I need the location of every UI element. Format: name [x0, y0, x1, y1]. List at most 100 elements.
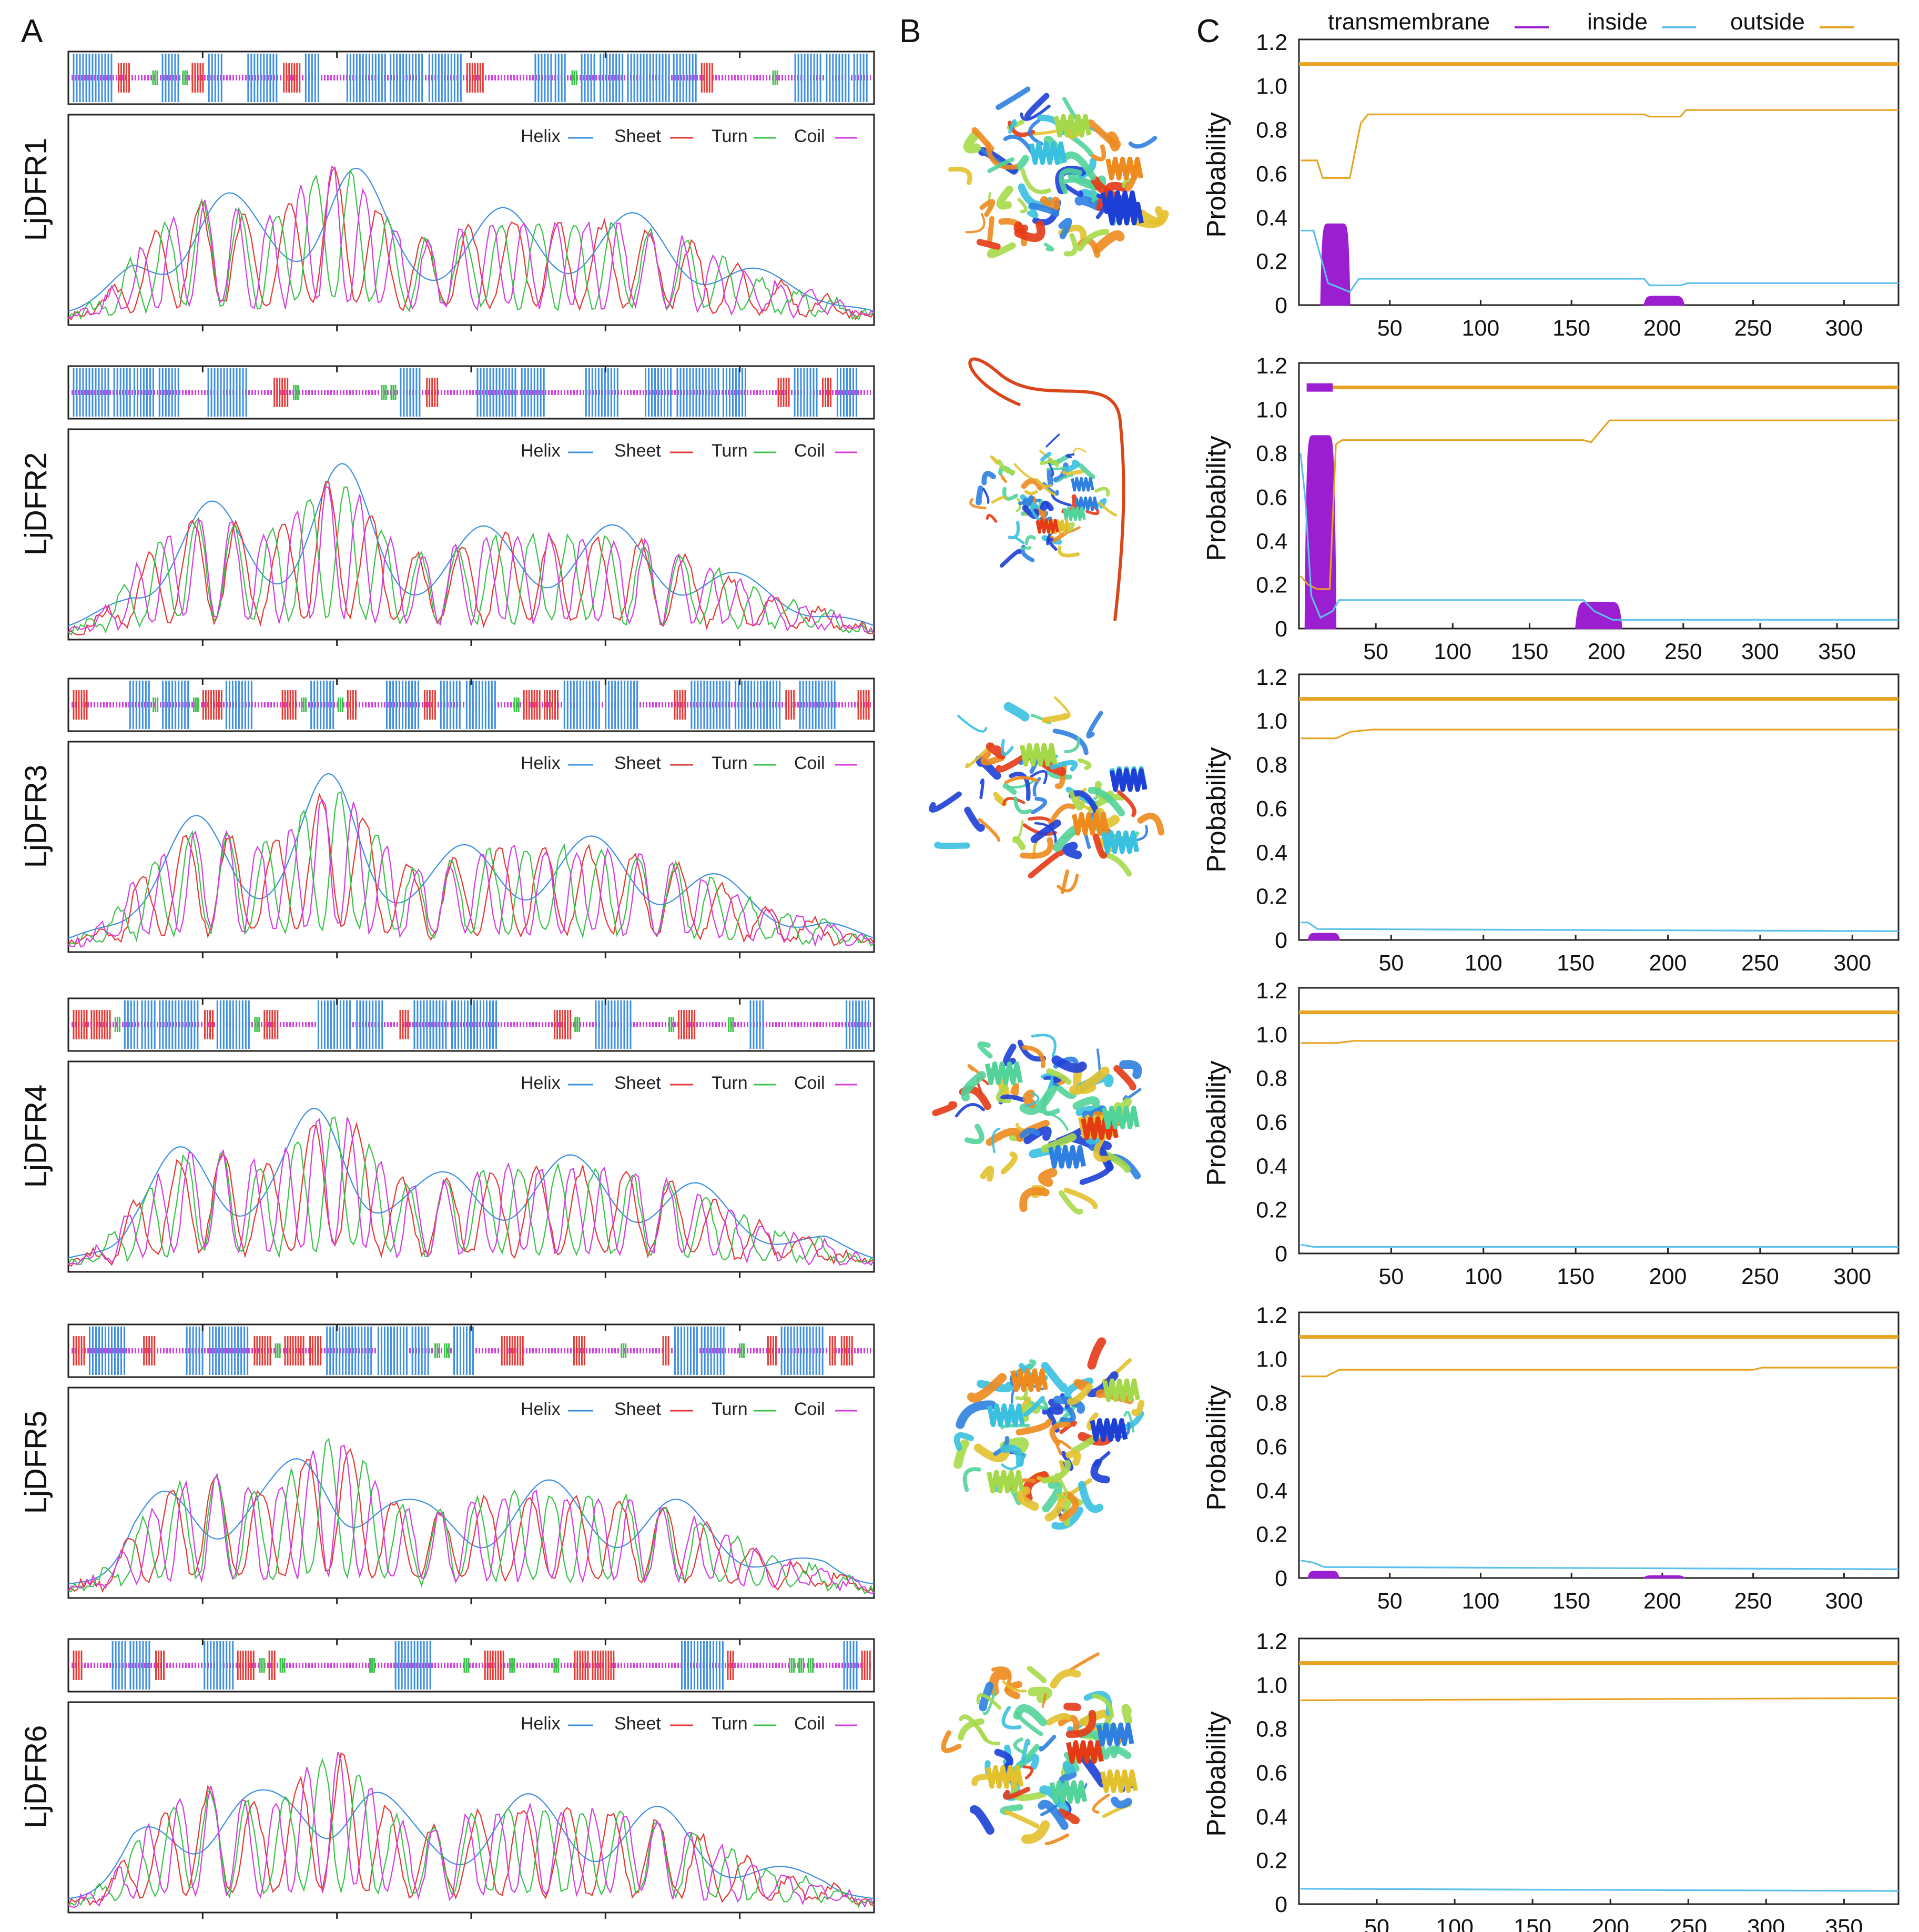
- ribbon-segment: [1087, 1337, 1106, 1370]
- helix-coil: [1010, 1368, 1048, 1392]
- protein-label: LjDFR5: [19, 1411, 53, 1514]
- y-tick-label: 0.8: [1256, 1391, 1287, 1416]
- ss-row: LjDFR6 Helix Sheet Turn Coil: [19, 1638, 875, 1919]
- ribbon-segment: [1057, 474, 1074, 482]
- ss-row: LjDFR4 Helix Sheet Turn Coil: [19, 997, 875, 1278]
- x-tick-label: 50: [1363, 639, 1388, 664]
- helix-coil: [1062, 506, 1086, 521]
- ribbon-segment: [1004, 776, 1039, 784]
- ribbon-segment: [958, 1718, 984, 1741]
- helix-series-line: [68, 167, 875, 312]
- x-tick-label: 300: [1747, 1915, 1785, 1932]
- ribbon-segment: [1078, 463, 1095, 480]
- outside-probability-line: [1301, 109, 1898, 179]
- x-tick-label: 300: [1833, 1264, 1871, 1289]
- x-tick-label: 50: [1378, 1264, 1404, 1289]
- ribbon-segment: [1046, 1068, 1072, 1085]
- y-tick-label: 0.8: [1256, 1717, 1287, 1742]
- ribbon-segment: [965, 213, 986, 234]
- ribbon-segment: [1059, 1771, 1077, 1784]
- y-tick-label: 0.4: [1256, 1154, 1287, 1179]
- protein-label: LjDFR2: [19, 452, 53, 556]
- protein-label: LjDFR4: [19, 1085, 53, 1188]
- x-tick-label: 250: [1741, 950, 1779, 976]
- ribbon-segment: [1048, 462, 1054, 477]
- helix-coil: [1048, 1145, 1087, 1169]
- ribbon-segment: [1059, 1491, 1079, 1522]
- legend-outside: outside: [1730, 9, 1805, 35]
- legend-inside: inside: [1587, 9, 1648, 35]
- ribbon-segment: [1041, 1091, 1060, 1116]
- ribbon-segment: [1090, 1459, 1110, 1484]
- ribbon-segment: [1080, 1754, 1107, 1788]
- ribbon-segment: [1041, 1361, 1068, 1393]
- plot-frame: [1298, 362, 1900, 630]
- ribbon-segment: [980, 750, 1006, 766]
- ribbon-segment: [1022, 495, 1034, 508]
- inside-probability-line: [1301, 229, 1898, 293]
- ribbon-segment: [953, 1439, 970, 1469]
- ribbon-segment: [1092, 1693, 1114, 1718]
- ribbon-segment: [1087, 1412, 1099, 1432]
- ribbon-segment: [987, 242, 1016, 258]
- y-tick-label: 1.0: [1256, 397, 1287, 422]
- protein-3d-model: [941, 1652, 1138, 1846]
- ribbon-segment: [1063, 233, 1078, 257]
- profile-frame: [67, 1701, 875, 1914]
- coil-legend-label: Coil: [794, 1714, 825, 1734]
- sheet-legend-label: Sheet: [614, 1073, 661, 1093]
- y-tick-label: 0.2: [1256, 1198, 1287, 1223]
- y-tick-label: 0.6: [1256, 1434, 1287, 1460]
- ribbon-segment: [1042, 1076, 1062, 1084]
- ribbon-segment: [979, 199, 996, 217]
- ribbon-segment: [989, 1670, 1009, 1696]
- ribbon-segment: [1072, 448, 1087, 456]
- ribbon-segment: [979, 778, 984, 800]
- tm-plot: Probability 1.2 1.0 0.8 0.6 0.4 0.2 0 50 100 150 20…: [1201, 353, 1900, 664]
- tm-plot: Probability 1.2 1.0 0.8 0.6 0.4 0.2 0 50 100 150 20…: [1201, 1303, 1900, 1614]
- transmembrane-region: [1307, 1571, 1340, 1579]
- y-tick-label: 1.0: [1256, 74, 1287, 99]
- y-tick-label: 0.2: [1256, 1848, 1287, 1874]
- ribbon-segment: [977, 1380, 1014, 1392]
- ribbon-segment: [976, 1693, 1002, 1710]
- helix-coil: [1101, 830, 1140, 854]
- ribbon-segment: [1079, 1160, 1113, 1185]
- ribbon-segment: [1052, 729, 1089, 755]
- ribbon-segment: [1021, 1738, 1031, 1763]
- coil-legend-label: Coil: [794, 1399, 825, 1419]
- ribbon-segment: [955, 1103, 985, 1118]
- helix-coil: [1100, 1769, 1138, 1793]
- ribbon-segment: [1074, 196, 1103, 211]
- ribbon-segment: [963, 130, 981, 154]
- x-tick-label: 300: [1825, 316, 1863, 341]
- y-tick-label: 1.2: [1256, 1629, 1287, 1654]
- ribbon-segment: [1028, 1686, 1052, 1703]
- sheet-legend-label: Sheet: [614, 753, 661, 773]
- ribbon-segment: [1031, 796, 1048, 815]
- helix-series-line: [68, 1107, 875, 1259]
- helix-coil: [1071, 477, 1094, 492]
- ribbon-segment: [999, 472, 1007, 483]
- ribbon-segment: [969, 498, 987, 510]
- ribbon-segment: [1136, 206, 1165, 226]
- ribbon-segment: [1078, 1481, 1104, 1513]
- panel-a-secondary-structure: LjDFR1 Helix Sheet Turn Coil LjDFR2 Helix Sheet…: [19, 50, 875, 1919]
- sheet-series-line: [68, 792, 875, 946]
- ribbon-segment: [1021, 478, 1043, 491]
- ribbon-segment: [990, 455, 1000, 465]
- ribbon-segment: [1000, 1151, 1018, 1175]
- ribbon-segment: [948, 166, 972, 185]
- ribbon-segment: [1057, 545, 1080, 558]
- inside-probability-line: [1299, 453, 1898, 621]
- ribbon-segment: [962, 1467, 981, 1492]
- y-axis-label: Probability: [1201, 1711, 1231, 1837]
- panel-label-c: C: [1196, 13, 1220, 49]
- ribbon-segment: [1062, 1761, 1076, 1775]
- coil-legend-label: Coil: [794, 753, 825, 773]
- ribbon-segment: [1045, 1713, 1071, 1726]
- ribbon-segment: [976, 239, 1001, 250]
- ribbon-segment: [1016, 498, 1022, 512]
- turn-legend-label: Turn: [712, 441, 748, 461]
- helix-legend-label: Helix: [521, 1073, 561, 1093]
